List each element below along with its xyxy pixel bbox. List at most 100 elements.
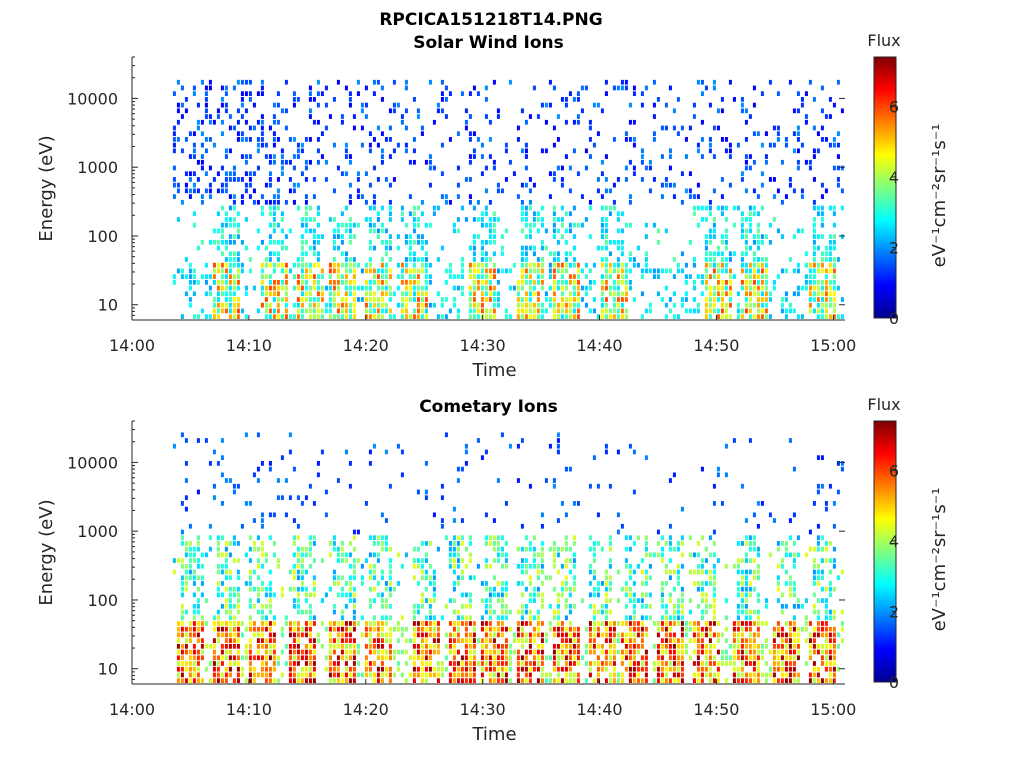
heatmap-cell (276, 119, 280, 125)
heatmap-cell (484, 449, 488, 455)
heatmap-cell (780, 643, 784, 649)
heatmap-cell (240, 114, 244, 119)
heatmap-cell (192, 603, 196, 609)
heatmap-cell (564, 643, 568, 649)
heatmap-cell (240, 199, 244, 205)
heatmap-cell (732, 661, 736, 666)
heatmap-cell (632, 297, 636, 302)
heatmap-cell (832, 638, 836, 643)
heatmap-cell (448, 661, 452, 666)
heatmap-cell (572, 302, 576, 308)
heatmap-cell (388, 154, 392, 159)
heatmap-cell (752, 649, 756, 655)
heatmap-cell (744, 217, 748, 222)
heatmap-cell (276, 251, 280, 257)
heatmap-cell (296, 262, 300, 268)
heatmap-cell (712, 621, 716, 626)
heatmap-cell (172, 443, 176, 449)
heatmap-cell (208, 643, 212, 649)
heatmap-cell (388, 581, 392, 586)
heatmap-cell (608, 239, 612, 245)
heatmap-cell (516, 443, 520, 449)
heatmap-cell (800, 194, 804, 199)
heatmap-cell (260, 211, 264, 217)
heatmap-cell (644, 222, 648, 228)
heatmap-cell (368, 205, 372, 211)
heatmap-cell (432, 632, 436, 638)
heatmap-cell (716, 661, 720, 666)
heatmap-cell (172, 558, 176, 563)
heatmap-cell (588, 199, 592, 205)
heatmap-cell (692, 205, 696, 211)
heatmap-cell (796, 672, 800, 678)
heatmap-cell (228, 655, 232, 661)
heatmap-cell (528, 279, 532, 285)
heatmap-cell (476, 314, 480, 319)
heatmap-cell (516, 194, 520, 199)
heatmap-cell (592, 279, 596, 285)
heatmap-cell (308, 228, 312, 234)
heatmap-cell (660, 655, 664, 661)
heatmap-cell (200, 626, 204, 632)
heatmap-cell (316, 148, 320, 154)
heatmap-cell (388, 586, 392, 592)
heatmap-cell (424, 643, 428, 649)
heatmap-cell (784, 581, 788, 586)
heatmap-cell (564, 541, 568, 546)
heatmap-cell (800, 285, 804, 291)
heatmap-cell (448, 546, 452, 552)
heatmap-cell (684, 137, 688, 142)
heatmap-cell (412, 615, 416, 621)
heatmap-cell (304, 655, 308, 661)
heatmap-cell (456, 285, 460, 291)
heatmap-cell (564, 239, 568, 245)
heatmap-cell (556, 666, 560, 672)
heatmap-cell (492, 546, 496, 552)
heatmap-cell (188, 558, 192, 563)
heatmap-cell (668, 478, 672, 483)
heatmap-cell (296, 638, 300, 643)
heatmap-cell (752, 621, 756, 626)
heatmap-cell (184, 188, 188, 194)
heatmap-cell (708, 291, 712, 297)
heatmap-cell (284, 159, 288, 165)
heatmap-cell (472, 131, 476, 137)
heatmap-cell (624, 274, 628, 279)
heatmap-cell (784, 194, 788, 199)
heatmap-cell (232, 234, 236, 239)
heatmap-cell (552, 251, 556, 257)
heatmap-cell (388, 632, 392, 638)
heatmap-cell (604, 245, 608, 251)
heatmap-cell (284, 279, 288, 285)
heatmap-cell (196, 245, 200, 251)
heatmap-cell (428, 274, 432, 279)
heatmap-cell (444, 666, 448, 672)
heatmap-cell (612, 137, 616, 142)
heatmap-cell (476, 302, 480, 308)
heatmap-cell (496, 546, 500, 552)
heatmap-cell (340, 262, 344, 268)
heatmap-cell (272, 228, 276, 234)
heatmap-cell (416, 643, 420, 649)
heatmap-cell (556, 257, 560, 262)
heatmap-cell (464, 666, 468, 672)
heatmap-cell (392, 626, 396, 632)
heatmap-cell (388, 234, 392, 239)
heatmap-cell (624, 137, 628, 142)
x-tick-label: 14:40 (576, 336, 622, 355)
heatmap-cell (572, 222, 576, 228)
heatmap-cell (480, 268, 484, 274)
heatmap-cell (384, 302, 388, 308)
heatmap-cell (460, 541, 464, 546)
heatmap-cell (320, 285, 324, 291)
heatmap-cell (452, 632, 456, 638)
heatmap-cell (540, 268, 544, 274)
heatmap-cell (552, 478, 556, 483)
heatmap-cell (188, 274, 192, 279)
heatmap-cell (380, 314, 384, 319)
heatmap-cell (192, 85, 196, 91)
heatmap-cell (220, 655, 224, 661)
heatmap-cell (180, 586, 184, 592)
heatmap-cell (784, 621, 788, 626)
heatmap-cell (336, 643, 340, 649)
